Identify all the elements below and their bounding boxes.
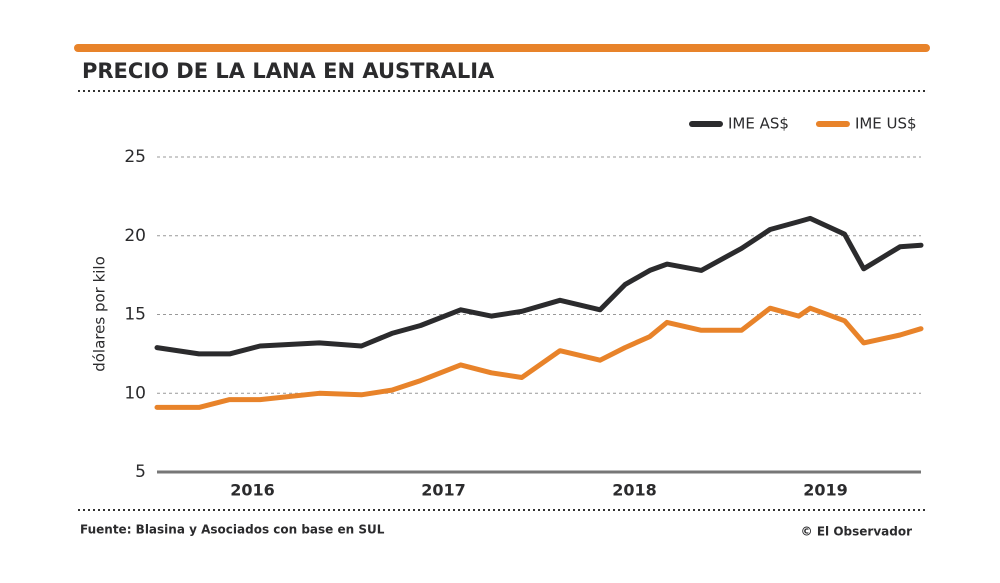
series-line: [154, 215, 924, 357]
y-tick-label: 15: [124, 305, 146, 325]
legend-label: IME AS$: [728, 115, 789, 133]
chart-title: PRECIO DE LA LANA EN AUSTRALIA: [82, 59, 495, 83]
credit: © El Observador: [801, 525, 912, 539]
x-tick-label: 2016: [230, 481, 275, 500]
legend-label: IME US$: [855, 115, 917, 133]
y-tick-label: 20: [124, 226, 146, 246]
y-tick-label: 10: [124, 383, 146, 403]
y-tick-label: 25: [124, 147, 146, 167]
x-tick-label: 2018: [612, 481, 657, 500]
y-tick-label: 5: [135, 462, 146, 482]
x-tick-label: 2019: [803, 481, 848, 500]
y-axis-label: dólares por kilo: [91, 256, 109, 372]
x-tick-label: 2017: [421, 481, 466, 500]
source: Fuente: Blasina y Asociados con base en …: [80, 523, 385, 537]
series-line: [154, 305, 924, 410]
top-bar: [74, 44, 930, 52]
